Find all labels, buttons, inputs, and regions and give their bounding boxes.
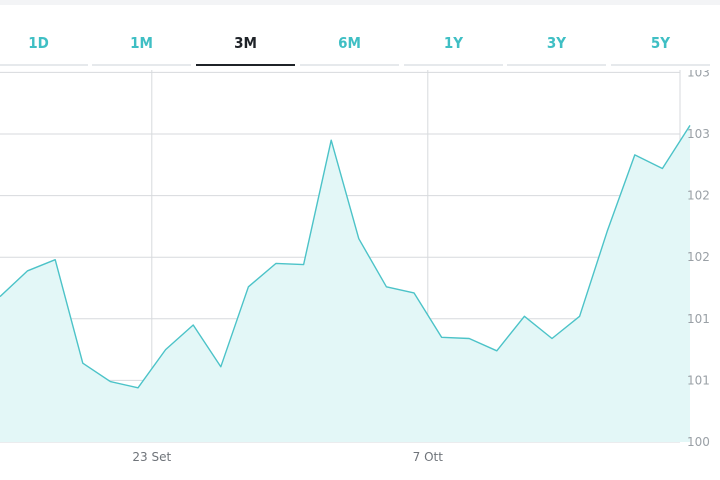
y-tick-label: 100 (687, 435, 710, 449)
price-line (0, 125, 691, 389)
top-strip (0, 0, 720, 5)
tab-label: 3M (234, 34, 257, 52)
y-tick-label: 103 (687, 70, 710, 79)
tab-5y[interactable]: 5Y (611, 22, 710, 66)
tab-1y[interactable]: 1Y (404, 22, 503, 66)
timeframe-tabs: 1D 1M 3M 6M 1Y 3Y 5Y (0, 22, 720, 66)
tab-label: 3Y (546, 34, 567, 52)
tab-label: 5Y (650, 34, 671, 52)
tab-underline (0, 64, 88, 66)
y-tick-label: 101 (687, 373, 710, 387)
tab-underline (196, 64, 295, 66)
y-tick-label: 102 (687, 189, 710, 203)
tab-label: 6M (338, 34, 361, 52)
tab-6m[interactable]: 6M (300, 22, 399, 66)
tab-3m[interactable]: 3M (196, 22, 295, 66)
y-tick-label: 101 (687, 312, 710, 326)
tab-underline (300, 64, 399, 66)
tab-underline (92, 64, 191, 66)
x-tick-label: 7 Ott (413, 450, 444, 464)
y-axis-labels: 100101101102102103103104 (687, 70, 710, 449)
x-axis-labels: 23 Set 7 Ott (132, 450, 443, 464)
tab-label: 1Y (443, 34, 464, 52)
y-tick-label: 103 (687, 127, 710, 141)
tab-underline (507, 64, 606, 66)
tab-underline (404, 64, 503, 66)
tab-label: 1M (130, 34, 153, 52)
tab-3y[interactable]: 3Y (507, 22, 606, 66)
price-area-fill (0, 125, 690, 443)
tab-underline (611, 64, 710, 66)
tab-label: 1D (28, 34, 49, 52)
tab-1d[interactable]: 1D (0, 22, 88, 66)
x-tick-label: 23 Set (132, 450, 171, 464)
y-tick-label: 102 (687, 250, 710, 264)
tab-1m[interactable]: 1M (92, 22, 191, 66)
